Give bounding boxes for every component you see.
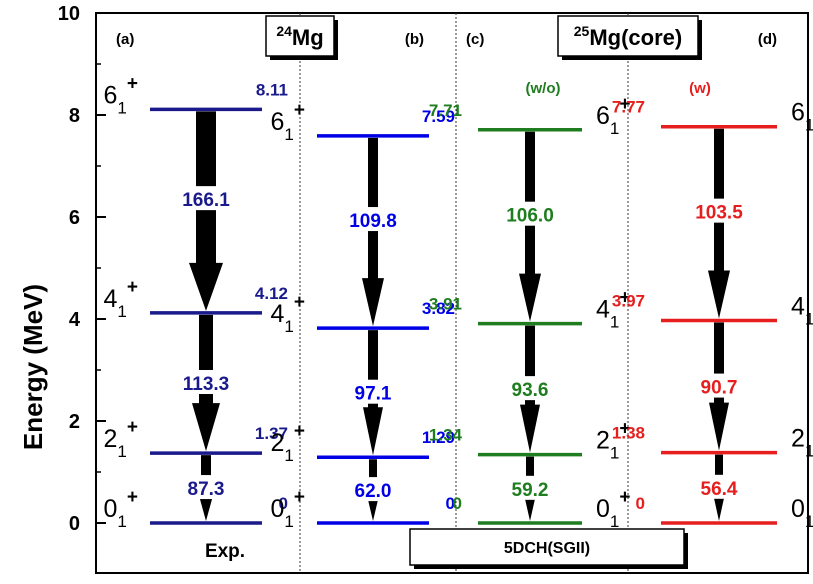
energy-value: 3.82 [422, 299, 455, 318]
spin-label: 61+ [791, 91, 813, 135]
energy-value: 0 [636, 494, 645, 513]
spin-label: 01+ [596, 487, 630, 531]
legend-label: 5DCH(SGII) [504, 540, 590, 557]
spin-label: 01+ [104, 487, 138, 531]
panel-label: (d) [758, 31, 777, 48]
transition-label-bg [496, 475, 564, 500]
panel-tag: (w/o) [526, 80, 561, 97]
nucleus-label: 25Mg(core) [574, 23, 682, 50]
energy-value: 7.71 [429, 101, 462, 120]
y-tick-label: 8 [69, 105, 80, 127]
nucleus-box-frame [265, 15, 335, 57]
y-tick-label: 2 [69, 411, 80, 433]
transition-value: 62.0 [355, 481, 392, 502]
y-axis: 0 2 4 6 8 10 [58, 3, 106, 535]
transition-value: 106.0 [506, 206, 554, 227]
transition-value: 59.2 [512, 480, 549, 501]
transition-value: 93.6 [512, 380, 549, 401]
model-legend-box: 5DCH(SGII) [409, 528, 688, 569]
header-boxes: 24Mg 25Mg(core) 5DCH(SGII) [265, 15, 702, 569]
energy-value: 4.12 [255, 284, 288, 303]
y-tick-label: 10 [58, 3, 80, 25]
energy-value: 1.29 [422, 428, 455, 447]
spin-label: 41+ [596, 288, 630, 332]
plot-frame [95, 12, 809, 574]
transition-label-bg [496, 376, 564, 401]
energy-value: 3.97 [612, 292, 645, 311]
legend-box-frame [409, 528, 685, 566]
spin-label: 21+ [791, 417, 813, 461]
spin-label: 41+ [271, 292, 305, 336]
panel: (a) 01+ 0 21+ 1.37 41+ 4.12 61+ 8.11 166.1 113.3 87… [104, 31, 288, 562]
energy-value: 3.91 [429, 295, 462, 314]
panel: (d) (w) 01+ 0 21+ 1.38 41+ 3.97 61+ 7.77 103.5 90.7… [612, 31, 813, 531]
nucleus-box-frame [557, 15, 699, 57]
panel-label: (c) [466, 31, 484, 48]
spin-label: 41+ [791, 285, 813, 329]
nucleus-box: 24Mg [265, 15, 338, 60]
energy-value: 1.34 [429, 426, 463, 445]
spin-label: 61+ [104, 73, 138, 117]
transition-value: 166.1 [182, 190, 230, 211]
y-tick-label: 0 [69, 513, 80, 535]
spin-label: 61+ [596, 94, 630, 138]
transition-value: 97.1 [355, 384, 392, 405]
spin-label: 21+ [596, 419, 630, 463]
transition-label-bg [339, 207, 407, 232]
spin-label: 01+ [791, 487, 813, 531]
energy-value: 0 [453, 494, 462, 513]
transition-value: 90.7 [701, 378, 738, 399]
y-tick-label: 6 [69, 207, 80, 229]
transition-label-bg [685, 373, 753, 398]
panel: (c) (w/o) 01+ 0 21+ 1.34 41+ 3.91 61+ 7.71 106.0 93… [429, 31, 631, 531]
energy-value: 1.37 [255, 424, 288, 443]
energy-value: 8.11 [256, 80, 288, 99]
transition-label-bg [685, 198, 753, 223]
spin-label: 41+ [104, 277, 138, 321]
energy-value: 7.59 [422, 107, 455, 126]
transition-label-bg [172, 475, 240, 500]
energy-value: 0 [279, 494, 288, 513]
transition-arrow [189, 111, 223, 311]
transition-value: 103.5 [695, 203, 743, 224]
y-axis-label: Energy (MeV) [18, 284, 48, 450]
panel-separators [299, 13, 629, 573]
energy-value: 1.38 [612, 424, 645, 443]
nucleus-box: 25Mg(core) [557, 15, 702, 60]
transition-arrow [519, 131, 541, 322]
panel-tag: (w) [689, 80, 711, 97]
transition-arrow [708, 128, 730, 319]
spin-label: 21+ [104, 417, 138, 461]
transition-value: 113.3 [183, 374, 230, 395]
spin-label: 21+ [271, 421, 305, 465]
transition-label-bg [339, 379, 407, 404]
spin-label: 61+ [271, 100, 305, 144]
transition-label-bg [339, 477, 407, 502]
y-tick-label: 4 [69, 309, 81, 331]
transition-label-bg [172, 186, 240, 211]
transition-label-bg [496, 201, 564, 226]
transition-label-bg [172, 370, 240, 395]
transition-value: 87.3 [188, 479, 225, 500]
transition-value: 56.4 [701, 479, 738, 500]
panel-label: (a) [116, 31, 134, 48]
transition-label-bg [685, 474, 753, 499]
panel-label: (b) [405, 31, 424, 48]
nucleus-label: 24Mg [276, 23, 323, 50]
spin-label: 01+ [271, 487, 305, 531]
transition-arrow [362, 137, 384, 327]
panel-note: Exp. [205, 541, 245, 562]
energy-value: 0 [446, 494, 455, 513]
energy-value: 7.77 [612, 98, 645, 117]
transition-value: 109.8 [349, 211, 397, 232]
